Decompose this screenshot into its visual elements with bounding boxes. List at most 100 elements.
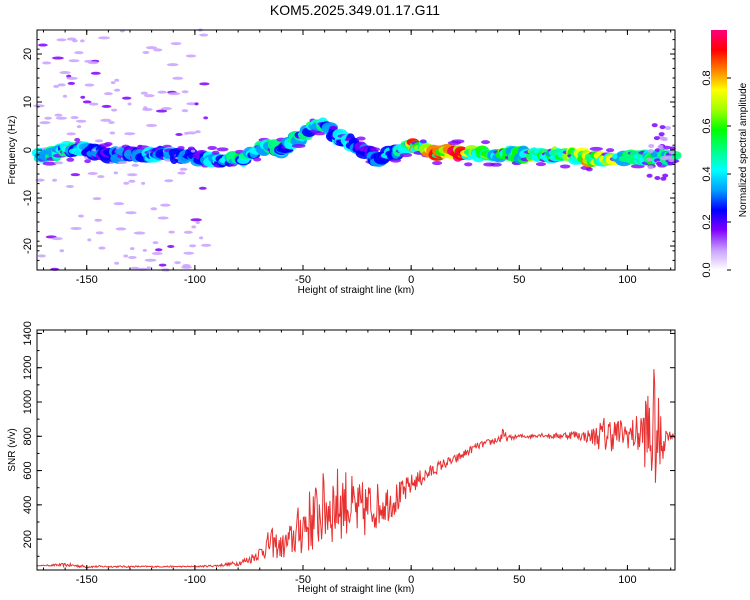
spectrogram-cell (144, 258, 157, 262)
spectrogram-cell (152, 241, 159, 245)
spectrogram-cell (129, 247, 135, 251)
spectrogram-cell (70, 173, 81, 177)
spectrogram-cell (167, 244, 175, 248)
spectrogram-cell (143, 106, 148, 110)
colorbar-tick-label: 0.4 (701, 166, 713, 181)
colorbar-label: Normalized spectral amplitude (738, 82, 749, 217)
spectrogram-cell (145, 46, 158, 50)
spectrogram-cell (160, 203, 171, 207)
spectrogram-cell (95, 231, 104, 235)
spectrogram-cell (123, 254, 129, 258)
spectrogram-cell (329, 125, 338, 130)
snr-y-ticks: 200 400 600 800 1000 1200 1400 (22, 321, 675, 557)
spectrogram-cell (128, 255, 137, 259)
spectrogram-cell (72, 39, 78, 43)
spectrogram-cell (181, 90, 189, 94)
colorbar-tick-label: 0.8 (701, 70, 713, 85)
spectrogram-cell (114, 78, 120, 82)
spectrogram-y-ticks: -20 -10 0 10 20 (22, 29, 675, 271)
colorbar: 0.0 0.2 0.4 0.6 0.8 Normalized spectral ampl… (701, 30, 749, 278)
spectrogram-cell (37, 254, 46, 258)
spectrogram-cell (190, 149, 196, 153)
spectrogram-cell (168, 92, 181, 96)
spectrogram-cell (656, 161, 663, 166)
spectrogram-cell (157, 216, 169, 220)
y-tick-label: 600 (22, 461, 34, 479)
spectrogram-cell (200, 243, 212, 247)
spectrogram-cell (51, 237, 63, 241)
spectrogram-x-label: Height of straight line (km) (298, 285, 415, 296)
spectrogram-cell (57, 83, 66, 87)
spectrogram-cell (432, 161, 443, 166)
spectrogram-cell (653, 136, 660, 141)
spectrogram-cell (585, 167, 593, 172)
y-tick-label: 0 (22, 147, 34, 153)
spectrogram-cell (662, 173, 669, 178)
x-tick-label: -50 (295, 274, 311, 286)
spectrogram-cell (100, 118, 112, 122)
spectrogram-cell (589, 146, 603, 151)
spectrogram-cell (67, 81, 76, 85)
spectrogram-cell (109, 131, 116, 135)
spectrogram-cell (131, 163, 139, 167)
spectrogram-cell (124, 132, 136, 136)
x-tick-label: -100 (184, 274, 206, 286)
spectrogram-cell (489, 162, 502, 167)
spectrogram-cell (66, 76, 78, 80)
spectrogram-cell (78, 214, 85, 218)
spectrogram-cell (660, 176, 667, 181)
spectrogram-cell (123, 181, 130, 185)
snr-panel: -150 -100 -50 0 50 100 200 400 600 800 1000 1200 14… (7, 321, 676, 595)
spectrogram-cell (183, 251, 195, 255)
spectrogram-cell (356, 136, 366, 141)
spectrogram-cell (68, 59, 80, 63)
spectrogram-cell (168, 230, 175, 234)
spectrogram-cell (179, 167, 188, 171)
spectrogram-cell (141, 181, 146, 185)
spectrogram-cell (253, 157, 262, 162)
spectrogram-cell (66, 157, 75, 162)
y-tick-label: 20 (22, 48, 34, 60)
spectrogram-cell (198, 186, 207, 190)
snr-frame (36, 329, 676, 571)
spectrogram-cell (630, 164, 645, 169)
spectrogram-cell (164, 179, 174, 183)
spectrogram-cell (667, 161, 674, 166)
spectrogram-cell (177, 145, 185, 150)
spectrogram-cell (110, 81, 116, 85)
spectrogram-cell (98, 246, 106, 250)
spectrogram-cell (172, 76, 184, 80)
spectrogram-cell (53, 84, 60, 88)
spectrogram-cell (150, 207, 158, 211)
spectrogram-cell (191, 225, 197, 229)
colorbar-ticks: 0.0 0.2 0.4 0.6 0.8 (701, 70, 731, 278)
spectrogram-cell (183, 230, 193, 234)
spectrogram-cell (390, 158, 402, 163)
spectrogram-cell (44, 116, 52, 120)
spectrogram-cell (648, 143, 655, 148)
spectrogram-cell (151, 251, 163, 255)
spectrogram-cell (175, 132, 183, 136)
y-tick-label: 200 (22, 530, 34, 548)
spectrogram-cell (657, 144, 664, 149)
spectrogram-cell (88, 102, 99, 106)
spectrogram-cell (94, 218, 103, 222)
spectrogram-cell (186, 102, 198, 106)
spectrogram-cell (658, 132, 665, 137)
spectrogram-cell (101, 104, 112, 108)
spectrogram-cell (194, 102, 199, 106)
spectrogram-cell (54, 113, 63, 117)
colorbar-tick-label: 0.2 (701, 214, 713, 229)
spectrogram-cell (117, 161, 128, 165)
y-tick-label: -20 (22, 238, 34, 254)
spectrogram-cell (113, 202, 125, 206)
spectrogram-cell (108, 120, 115, 124)
y-tick-label: 400 (22, 496, 34, 514)
spectrogram-cell (313, 131, 326, 136)
x-tick-label: -100 (184, 574, 206, 586)
spectrogram-cell (39, 121, 51, 125)
spectrogram-cell (606, 148, 615, 153)
spectrogram-cell (199, 236, 204, 240)
spectrogram-cell (146, 266, 151, 270)
